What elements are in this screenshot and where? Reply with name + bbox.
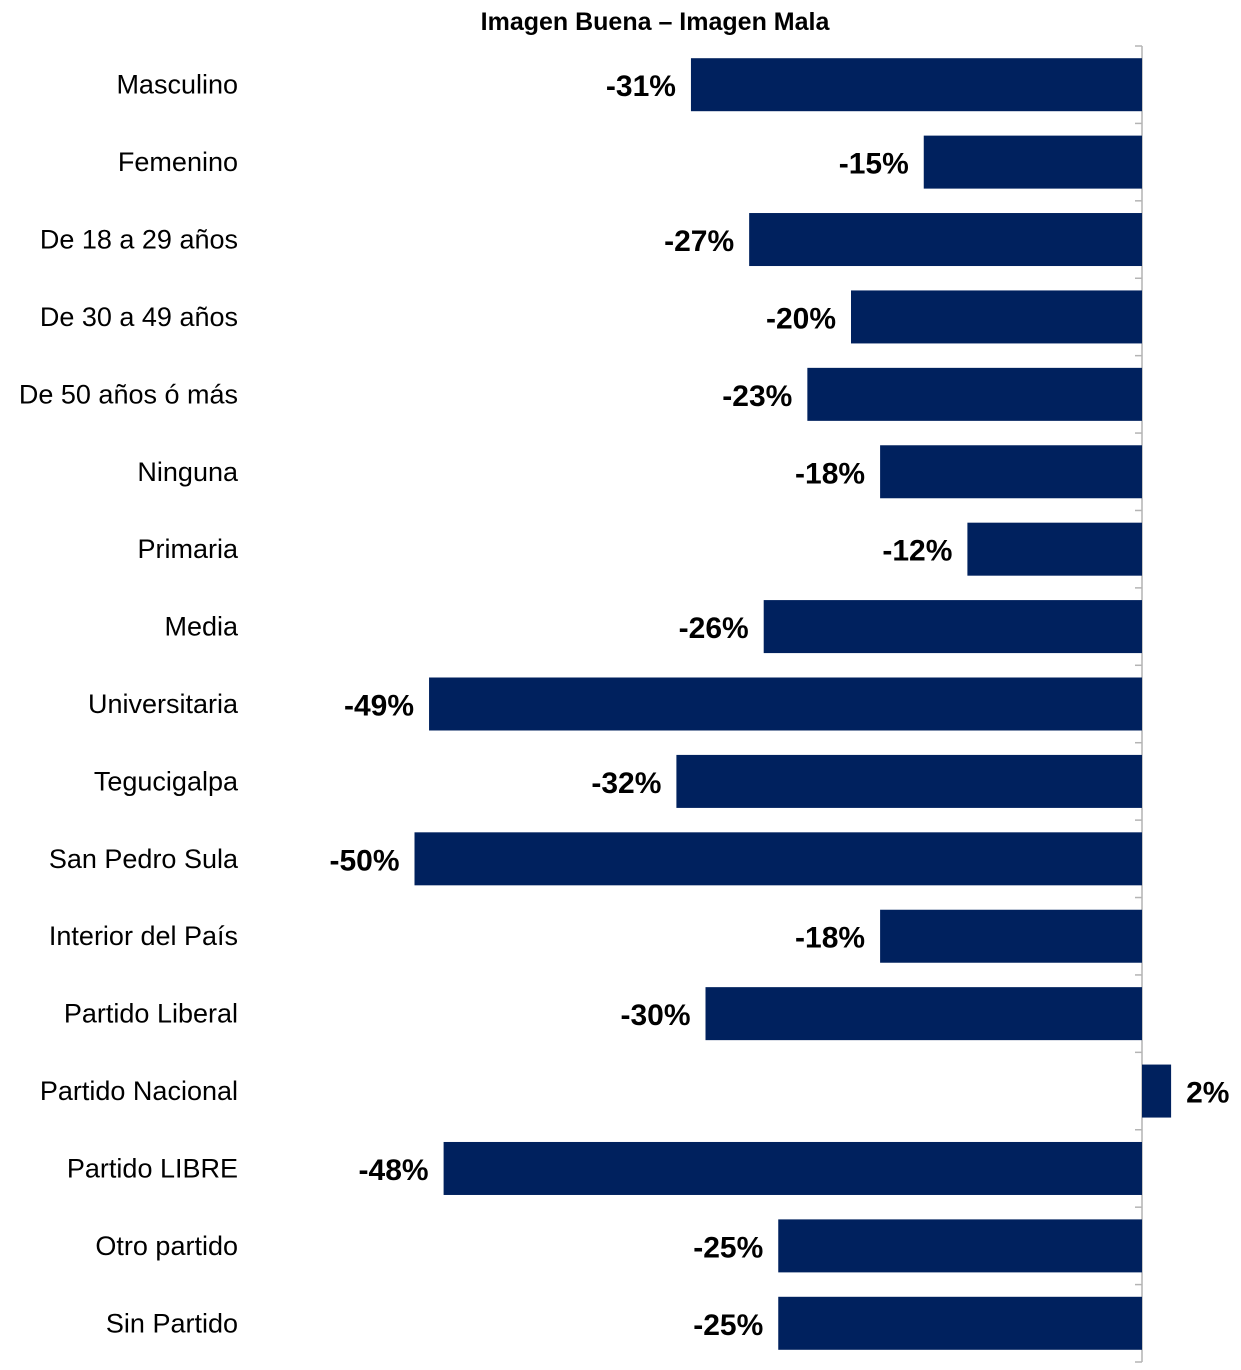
data-label: -48%	[359, 1154, 429, 1187]
data-label: -32%	[591, 767, 661, 800]
category-label: Masculino	[116, 70, 238, 100]
data-label: -31%	[606, 70, 676, 103]
category-label: Tegucigalpa	[94, 766, 239, 796]
bars	[414, 58, 1172, 1350]
category-label: De 50 años ó más	[19, 379, 238, 409]
data-label: -49%	[344, 690, 414, 723]
bar	[880, 909, 1142, 963]
category-label: Primaria	[137, 534, 238, 564]
category-label: Partido Liberal	[64, 999, 238, 1029]
category-label: De 30 a 49 años	[40, 302, 238, 332]
bar	[763, 600, 1142, 654]
data-label: -25%	[693, 1309, 763, 1342]
data-label: -12%	[882, 535, 952, 568]
category-label: Partido LIBRE	[67, 1153, 238, 1183]
bar	[967, 522, 1142, 576]
data-label: -27%	[664, 225, 734, 258]
bar	[705, 987, 1142, 1041]
bar	[749, 213, 1142, 267]
category-label: Otro partido	[95, 1231, 238, 1261]
bar	[676, 754, 1142, 808]
data-label: 2%	[1186, 1077, 1229, 1110]
category-label: San Pedro Sula	[49, 844, 239, 874]
data-label: -18%	[795, 457, 865, 490]
bar	[429, 677, 1142, 731]
category-label: Femenino	[118, 147, 238, 177]
data-label: -25%	[693, 1231, 763, 1264]
labels: Masculino -31% Femenino -15% De 18 a 29 años…	[19, 70, 1230, 1342]
data-label: -23%	[722, 380, 792, 413]
bar	[1142, 1064, 1172, 1118]
category-label: Media	[164, 612, 239, 642]
data-label: -15%	[839, 148, 909, 181]
bar	[880, 445, 1142, 499]
data-label: -26%	[679, 612, 749, 645]
chart-title: Imagen Buena – Imagen Mala	[481, 8, 831, 36]
category-label: Universitaria	[88, 689, 239, 719]
data-label: -20%	[766, 302, 836, 335]
category-label: Sin Partido	[106, 1308, 238, 1338]
data-label: -18%	[795, 922, 865, 955]
bar	[443, 1141, 1143, 1195]
category-label: De 18 a 29 años	[40, 225, 238, 255]
bar	[414, 832, 1142, 886]
category-label: Interior del País	[49, 921, 238, 951]
bar	[690, 58, 1142, 112]
category-label: Ninguna	[137, 457, 239, 487]
bar	[778, 1219, 1142, 1273]
data-label: -50%	[329, 844, 399, 877]
data-label: -30%	[620, 999, 690, 1032]
bar	[778, 1296, 1142, 1350]
bar	[923, 135, 1142, 189]
bar	[851, 290, 1142, 344]
category-label: Partido Nacional	[40, 1076, 238, 1106]
bar	[807, 367, 1142, 421]
